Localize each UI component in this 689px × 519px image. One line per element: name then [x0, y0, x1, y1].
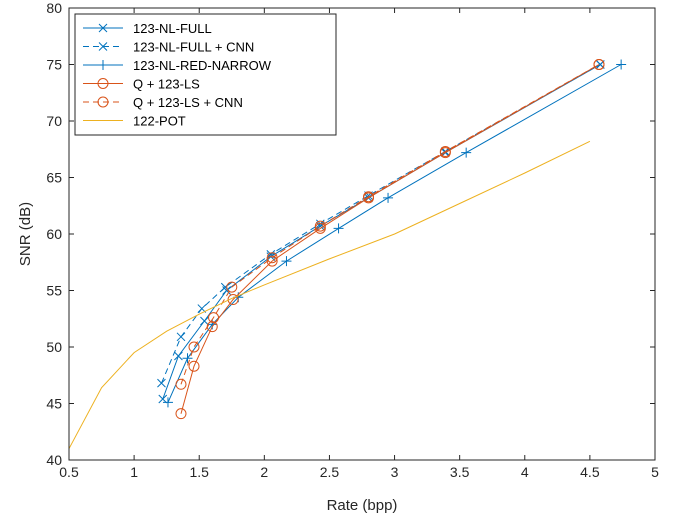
- data-point: [461, 147, 472, 158]
- data-point: [227, 294, 239, 306]
- data-point: [208, 312, 220, 324]
- data-point: [158, 394, 168, 404]
- y-tick-label: 60: [46, 226, 62, 242]
- data-point: [439, 146, 451, 158]
- y-tick-label: 80: [46, 0, 62, 16]
- legend-item: 123-NL-RED-NARROW: [83, 58, 272, 73]
- legend-item: 122-POT: [83, 114, 186, 129]
- y-tick-label: 55: [46, 283, 62, 299]
- x-axis-label: Rate (bpp): [327, 497, 398, 514]
- legend-label: 123-NL-FULL + CNN: [133, 40, 254, 55]
- data-point: [315, 221, 325, 231]
- y-tick-label: 70: [46, 113, 62, 129]
- data-point: [188, 341, 200, 353]
- x-tick-label: 4.5: [580, 464, 600, 480]
- legend-label: 123-NL-RED-NARROW: [133, 58, 272, 73]
- series-line: [68, 140, 591, 449]
- x-tick-label: 4: [521, 464, 529, 480]
- data-point: [162, 397, 173, 408]
- data-point: [616, 59, 627, 70]
- y-tick-label: 50: [46, 339, 62, 355]
- data-point: [182, 353, 193, 364]
- data-point: [175, 408, 187, 420]
- legend-item: Q + 123-LS + CNN: [83, 95, 243, 110]
- data-point: [174, 351, 183, 361]
- x-tick-label: 2: [260, 464, 268, 480]
- legend-label: 122-POT: [133, 114, 186, 129]
- legend-item: 123-NL-FULL: [83, 21, 212, 36]
- data-point: [188, 360, 200, 372]
- x-tick-label: 3.5: [450, 464, 470, 480]
- y-axis-label: SNR (dB): [17, 202, 34, 266]
- x-tick-label: 2.5: [320, 464, 340, 480]
- legend-item: 123-NL-FULL + CNN: [83, 40, 254, 55]
- legend-marker: [98, 60, 108, 70]
- data-point: [266, 252, 278, 264]
- x-tick-label: 0.5: [59, 464, 79, 480]
- legend-marker: [98, 42, 108, 51]
- series-4: [175, 59, 605, 390]
- legend-marker: [97, 96, 109, 108]
- legend-box: [74, 13, 337, 136]
- y-tick-label: 65: [46, 170, 62, 186]
- x-tick-label: 1.5: [189, 464, 209, 480]
- data-point: [157, 378, 166, 388]
- data-point: [281, 256, 292, 267]
- data-point: [333, 223, 344, 234]
- y-tick-label: 45: [46, 396, 62, 412]
- series-line: [180, 64, 600, 385]
- series-layer: [68, 59, 627, 449]
- y-tick-label: 75: [46, 57, 62, 73]
- legend-item: Q + 123-LS: [83, 77, 200, 92]
- x-tick-label: 3: [391, 464, 399, 480]
- x-tick-label: 1: [130, 464, 138, 480]
- series-5: [68, 140, 591, 449]
- legend-label: Q + 123-LS: [133, 77, 200, 92]
- data-point: [363, 191, 375, 203]
- legend-marker: [98, 23, 108, 33]
- data-point: [593, 59, 605, 70]
- ticks-layer: 0.5 1 1.5 2 2.5 3 3.5 4 4.5 5 40 45 50 55 60 65 70 75 80: [46, 0, 659, 480]
- legend: 123-NL-FULL 123-NL-FULL + CNN 123-NL-RED-N…: [74, 13, 337, 136]
- legend-marker: [97, 78, 109, 89]
- legend-label: Q + 123-LS + CNN: [133, 95, 243, 110]
- series-line: [180, 64, 600, 414]
- legend-label: 123-NL-FULL: [133, 21, 212, 36]
- x-tick-label: 5: [651, 464, 659, 480]
- data-point: [176, 332, 186, 342]
- data-point: [383, 192, 394, 203]
- y-tick-label: 40: [46, 452, 62, 468]
- data-point: [200, 316, 209, 326]
- data-point: [226, 281, 238, 293]
- data-point: [314, 220, 326, 232]
- data-point: [175, 378, 187, 390]
